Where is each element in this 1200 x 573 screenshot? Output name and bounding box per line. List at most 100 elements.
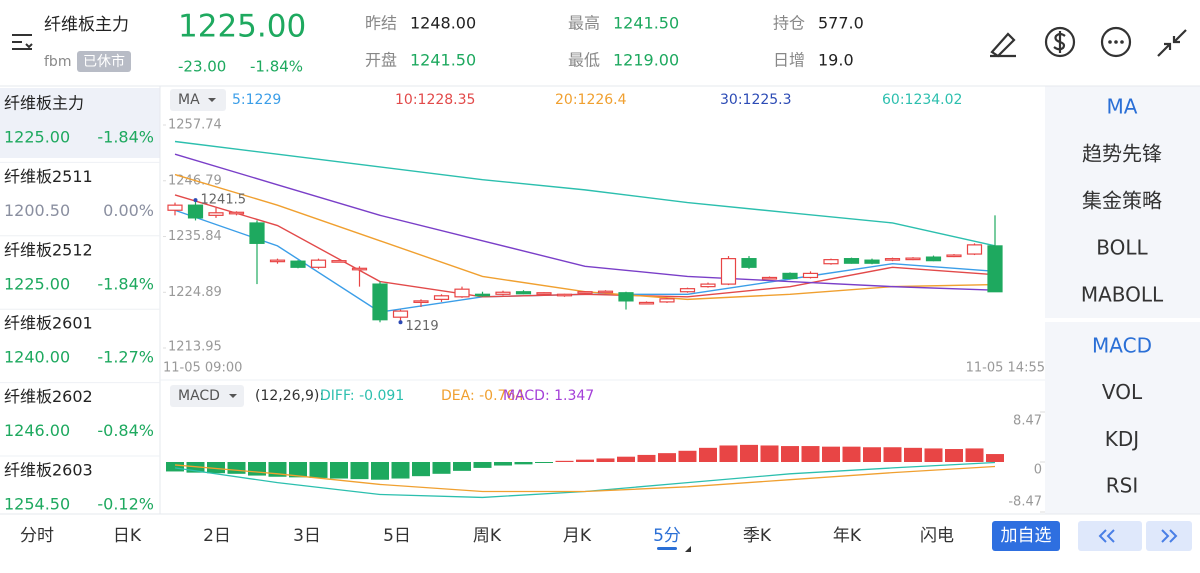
candle-body <box>659 298 675 303</box>
period-tab[interactable]: 5日 <box>383 526 411 546</box>
stat-value: 19.0 <box>818 51 854 70</box>
ma-legend: 30:1225.3 <box>720 92 792 108</box>
macd-dropdown[interactable] <box>170 385 244 407</box>
macd-bar <box>617 456 635 462</box>
macd-bar <box>514 462 533 465</box>
contract-item-change: -0.12% <box>97 495 154 514</box>
candle-body <box>495 291 511 295</box>
contract-item-price: 1254.50 <box>4 495 70 514</box>
macd-bar <box>596 458 615 462</box>
macd-bar <box>248 462 266 476</box>
macd-bar <box>801 446 820 462</box>
stat-label: 开盘 <box>365 51 397 70</box>
period-tab[interactable]: 年K <box>833 526 862 546</box>
macd-bar <box>330 462 348 479</box>
contract-item-name[interactable]: 纤维板2602 <box>4 387 93 406</box>
candle-body <box>823 259 839 265</box>
candle-body <box>474 293 491 297</box>
candle-body <box>577 291 593 294</box>
dropdown-caret <box>208 98 216 102</box>
macd-bar <box>576 459 594 462</box>
indicator-option[interactable]: RSI <box>1106 474 1139 498</box>
macd-legend: DIFF: -0.091 <box>320 388 404 404</box>
period-tab[interactable]: 月K <box>563 526 592 546</box>
candle-body <box>966 244 983 255</box>
y-tick-label: 1235.84 <box>168 229 222 244</box>
macd-bar <box>309 462 328 478</box>
candle-body <box>310 259 327 268</box>
indicator-option[interactable]: KDJ <box>1105 427 1139 451</box>
macd-bar <box>494 462 512 466</box>
ma-legend: 5:1229 <box>232 92 281 108</box>
contract-item-name[interactable]: 纤维板2511 <box>4 167 93 186</box>
macd-bar <box>637 454 656 462</box>
period-tab[interactable]: 2日 <box>203 526 231 546</box>
ma-dropdown[interactable] <box>170 89 226 111</box>
indicator-option[interactable]: MACD <box>1092 334 1152 358</box>
candle-body <box>351 267 368 271</box>
prev-button[interactable] <box>1078 521 1142 551</box>
indicator-option[interactable]: VOL <box>1102 380 1143 404</box>
indicator-option[interactable]: 集金策略 <box>1082 189 1162 213</box>
macd-bar <box>740 444 758 462</box>
menu-icon[interactable] <box>12 34 33 50</box>
macd-bar <box>535 462 553 463</box>
candle-body <box>864 259 880 264</box>
y-tick-label: 1224.89 <box>168 285 222 300</box>
stat-label: 持仓 <box>773 14 805 33</box>
y-tick-label: 1257.74 <box>168 118 222 133</box>
draw-icon[interactable] <box>990 32 1016 58</box>
contract-item-price: 1240.00 <box>4 348 70 367</box>
indicator-option[interactable]: MABOLL <box>1081 283 1164 307</box>
contract-item-name[interactable]: 纤维板2603 <box>4 461 93 480</box>
add-button[interactable] <box>992 521 1060 551</box>
indicator-option[interactable]: 趋势先锋 <box>1082 142 1162 166</box>
macd-bar <box>965 448 984 462</box>
indicator-option[interactable]: BOLL <box>1096 236 1148 260</box>
candle-body <box>782 272 798 280</box>
period-tab[interactable]: 3日 <box>293 526 321 546</box>
indicator-name[interactable]: MA <box>178 92 200 108</box>
annotation-dot <box>193 198 198 203</box>
contract-item-change: -0.84% <box>97 421 154 440</box>
candle-body <box>741 258 757 268</box>
candle-body <box>679 288 696 293</box>
y-tick-label: -8.47 <box>1008 495 1042 510</box>
next-arrow <box>1161 529 1178 543</box>
contract-item-name[interactable]: 纤维板主力 <box>4 94 84 113</box>
more-icon[interactable] <box>1100 26 1132 58</box>
macd-bar <box>473 462 492 468</box>
period-tab[interactable]: 5分 <box>653 526 681 546</box>
candle-body <box>556 293 573 297</box>
period-tab[interactable]: 周K <box>473 526 502 546</box>
contract-item-name[interactable]: 纤维板2512 <box>4 240 93 259</box>
candle-body <box>618 292 634 302</box>
macd-legend: MACD: 1.347 <box>503 388 594 404</box>
exchange-icon[interactable] <box>1044 26 1076 58</box>
candle-body <box>249 222 265 244</box>
period-tab[interactable]: 闪电 <box>920 526 954 546</box>
period-tab[interactable]: 分时 <box>20 526 54 546</box>
candle-body <box>720 258 737 285</box>
contract-item-change: -1.84% <box>97 128 154 147</box>
tab-caret <box>685 546 691 552</box>
add-label[interactable]: 加自选 <box>1001 526 1052 546</box>
annotation-dot <box>398 320 403 325</box>
collapse-icon[interactable] <box>1157 29 1187 57</box>
macd-bar <box>883 447 902 462</box>
ma-line <box>174 153 996 291</box>
annotation: 1219 <box>406 319 439 334</box>
macd-bar <box>945 449 963 462</box>
contract-item-change: -1.84% <box>97 274 154 293</box>
contract-item-name[interactable]: 纤维板2601 <box>4 314 93 333</box>
ma-legend: 10:1228.35 <box>395 92 475 108</box>
macd-bar <box>760 445 779 462</box>
indicator-name[interactable]: MACD <box>178 388 220 404</box>
x-tick-label: 11-05 14:55 <box>966 361 1045 376</box>
period-tab[interactable]: 季K <box>743 526 772 546</box>
x-tick-label: 11-05 09:00 <box>163 361 242 376</box>
period-tab[interactable]: 日K <box>113 526 142 546</box>
macd-bar <box>555 460 574 462</box>
indicator-option[interactable]: MA <box>1107 95 1138 119</box>
stat-value: 1219.00 <box>613 51 679 70</box>
